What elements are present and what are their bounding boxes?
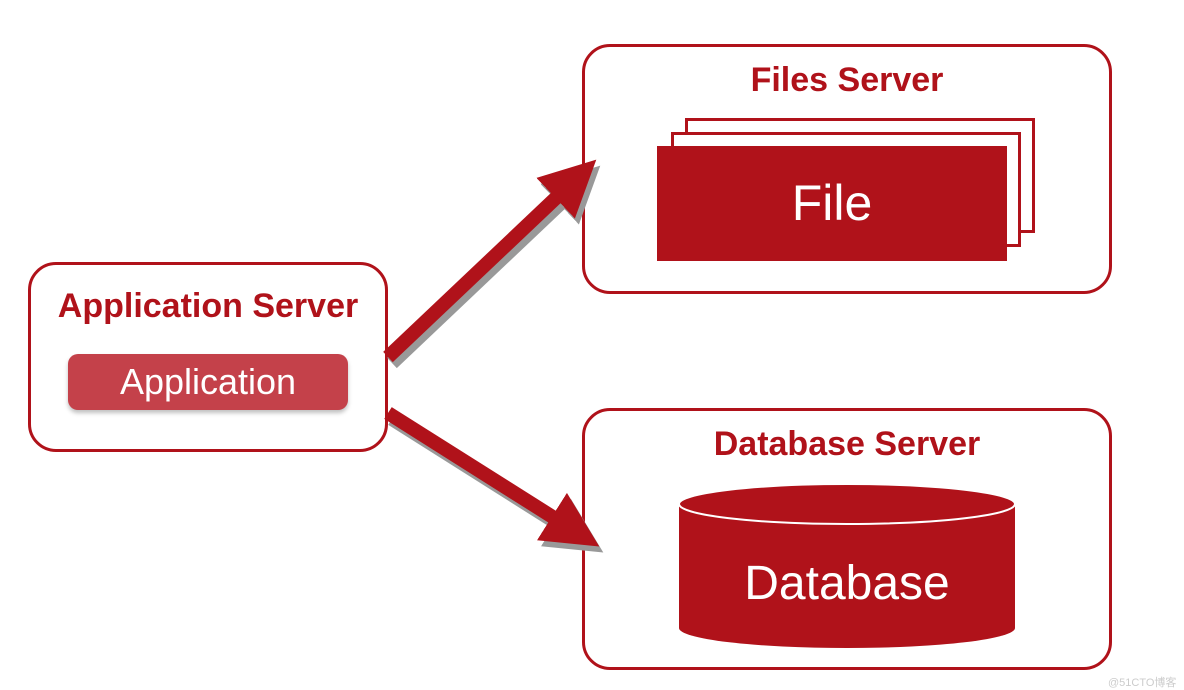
db-server-node: Database Server Database (582, 408, 1112, 670)
file-card-label: File (657, 174, 1007, 232)
file-card-1: File (657, 146, 1007, 261)
app-server-node: Application Server Application (28, 262, 388, 452)
application-badge-label: Application (120, 361, 296, 403)
db-server-title: Database Server (585, 425, 1109, 464)
file-stack: File (657, 118, 1037, 263)
database-cylinder-label: Database (677, 556, 1017, 611)
app-server-title: Application Server (31, 287, 385, 326)
database-cylinder: Database (677, 482, 1017, 642)
watermark-text: @51CTO博客 (1108, 674, 1176, 690)
application-badge: Application (68, 354, 348, 410)
files-server-node: Files Server File (582, 44, 1112, 294)
files-server-title: Files Server (585, 61, 1109, 100)
